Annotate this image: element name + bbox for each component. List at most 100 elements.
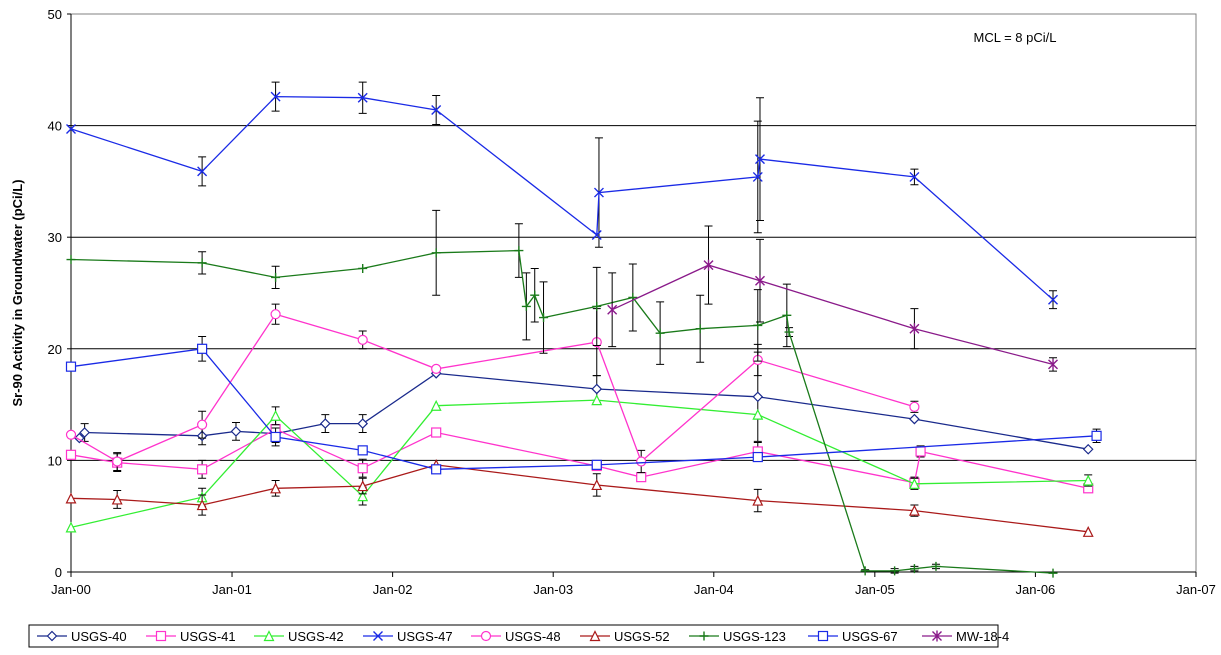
data-point bbox=[230, 426, 242, 437]
data-point bbox=[66, 255, 76, 265]
series-usgs-42 bbox=[65, 394, 1094, 533]
data-point bbox=[754, 154, 765, 165]
legend-item: MW-18-4 bbox=[922, 629, 1009, 644]
data-point bbox=[319, 418, 331, 429]
legend-box bbox=[28, 624, 999, 648]
data-point bbox=[593, 187, 604, 198]
legend-item: USGS-42 bbox=[254, 629, 344, 644]
data-point bbox=[636, 456, 647, 467]
series-mw-18-4 bbox=[607, 225, 1059, 372]
axes bbox=[70, 14, 1196, 573]
data-point bbox=[357, 490, 369, 502]
y-tick-label: 30 bbox=[48, 230, 62, 245]
data-point bbox=[430, 399, 442, 411]
series-line bbox=[78, 372, 1089, 450]
data-point bbox=[591, 394, 603, 406]
x-tick-label: Jan-07 bbox=[1176, 582, 1216, 597]
legend-label: USGS-40 bbox=[71, 629, 127, 644]
y-tick-label: 0 bbox=[55, 565, 62, 580]
data-point bbox=[270, 309, 281, 320]
data-point bbox=[1082, 443, 1094, 455]
data-point bbox=[357, 418, 369, 429]
x-tick-label: Jan-06 bbox=[1016, 582, 1056, 597]
data-point bbox=[270, 91, 281, 102]
data-point bbox=[636, 472, 647, 483]
data-point bbox=[908, 504, 920, 516]
y-tick-label: 50 bbox=[48, 7, 62, 22]
x-tick-label: Jan-00 bbox=[51, 582, 91, 597]
data-point bbox=[931, 561, 941, 571]
legend-item: USGS-41 bbox=[146, 629, 236, 644]
data-point bbox=[197, 343, 208, 354]
data-point bbox=[79, 427, 90, 438]
data-point bbox=[431, 248, 441, 258]
y-tick-labels: 0 10 20 30 40 50 bbox=[48, 7, 71, 580]
legend-label: USGS-41 bbox=[180, 629, 236, 644]
legend-item: USGS-52 bbox=[580, 629, 670, 644]
legend-label: USGS-67 bbox=[842, 629, 898, 644]
data-point bbox=[111, 493, 123, 505]
data-point bbox=[197, 419, 208, 430]
data-point bbox=[909, 413, 920, 425]
data-point bbox=[1048, 294, 1059, 305]
x-tick-labels: Jan-00 Jan-01 Jan-02 Jan-03 Jan-04 Jan-05 Jan-… bbox=[51, 572, 1216, 597]
data-point bbox=[431, 464, 442, 475]
legend-swatch-marker bbox=[155, 630, 167, 642]
data-point bbox=[909, 401, 920, 412]
data-point bbox=[530, 290, 540, 300]
series-line bbox=[70, 348, 1097, 470]
data-point bbox=[591, 383, 603, 395]
legend-item: USGS-123 bbox=[689, 629, 786, 644]
series-line bbox=[70, 464, 1089, 533]
series-usgs-123 bbox=[66, 209, 1058, 578]
data-point bbox=[1082, 474, 1094, 486]
x-tick-label: Jan-03 bbox=[533, 582, 573, 597]
data-point bbox=[695, 324, 705, 334]
legend-swatch-marker bbox=[263, 630, 275, 642]
data-point bbox=[521, 301, 531, 311]
data-point bbox=[270, 409, 282, 421]
data-point bbox=[357, 463, 368, 474]
data-point bbox=[1091, 430, 1102, 441]
x-tick-label: Jan-01 bbox=[212, 582, 252, 597]
data-point bbox=[909, 323, 920, 335]
y-axis-title: Sr-90 Activity in Groundwater (pCi/L) bbox=[10, 179, 25, 406]
series-usgs-47 bbox=[66, 81, 1059, 310]
data-point bbox=[65, 361, 77, 372]
data-point bbox=[65, 429, 77, 440]
legend-swatch-marker bbox=[46, 630, 58, 642]
data-point bbox=[909, 564, 919, 574]
data-point bbox=[357, 92, 368, 103]
data-point bbox=[539, 313, 549, 323]
data-point bbox=[1082, 525, 1094, 537]
legend-label: USGS-47 bbox=[397, 629, 453, 644]
legend-swatch-marker bbox=[589, 630, 601, 642]
legend: USGS-40 USGS-41 USGS-42 USGS-47 USGS-48 USGS-… bbox=[28, 624, 1009, 648]
data-point bbox=[196, 499, 208, 511]
data-point bbox=[514, 246, 524, 256]
data-point bbox=[860, 566, 870, 576]
data-point bbox=[197, 464, 208, 475]
data-point bbox=[754, 275, 765, 287]
x-tick-label: Jan-02 bbox=[373, 582, 413, 597]
data-point bbox=[591, 229, 602, 240]
data-point bbox=[752, 171, 763, 182]
legend-swatch-marker bbox=[699, 631, 709, 641]
legend-swatch-marker bbox=[817, 630, 829, 642]
data-point bbox=[197, 166, 208, 177]
x-tick-label: Jan-05 bbox=[855, 582, 895, 597]
data-point bbox=[66, 123, 76, 134]
legend-label: USGS-52 bbox=[614, 629, 670, 644]
data-point bbox=[270, 431, 281, 443]
data-point bbox=[65, 449, 77, 460]
x-tick-label: Jan-04 bbox=[694, 582, 734, 597]
legend-swatch-marker bbox=[480, 630, 492, 642]
data-point bbox=[909, 171, 920, 182]
legend-swatch-marker bbox=[373, 631, 383, 641]
data-point bbox=[784, 327, 794, 337]
data-point bbox=[752, 451, 763, 463]
data-point bbox=[908, 477, 920, 489]
data-point bbox=[431, 363, 442, 374]
data-point bbox=[592, 301, 602, 311]
